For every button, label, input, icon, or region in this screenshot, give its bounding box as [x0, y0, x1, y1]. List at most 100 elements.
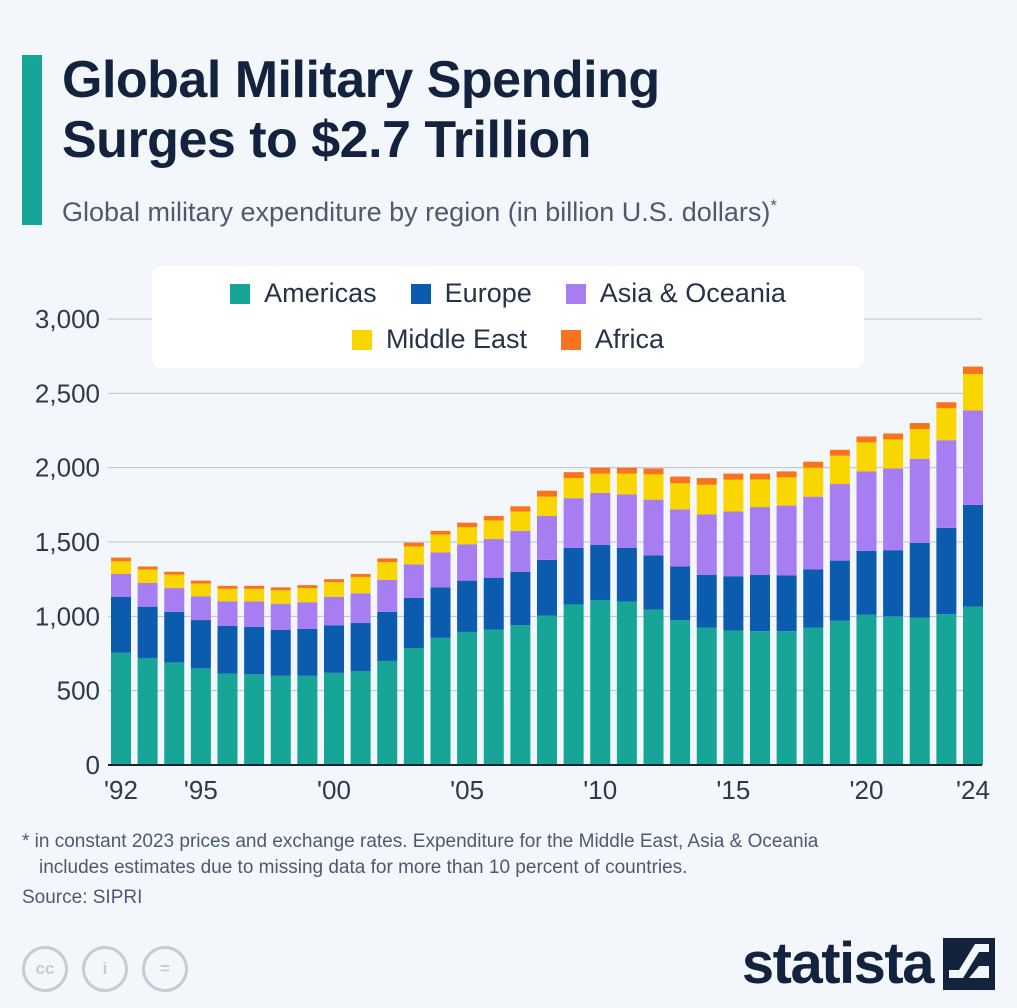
bar-segment-europe	[590, 544, 611, 600]
bar-segment-americas	[856, 614, 877, 765]
no-derivatives-icon[interactable]: =	[142, 946, 188, 992]
bar-segment-europe	[643, 555, 664, 610]
bar-segment-middle-east	[483, 520, 504, 540]
bar-segment-africa	[883, 433, 904, 440]
bar-segment-americas	[403, 648, 424, 765]
cc-icon[interactable]: cc	[22, 946, 68, 992]
bar-segment-africa	[483, 515, 504, 521]
y-tick-label: 2,000	[35, 453, 100, 483]
bar-segment-africa	[803, 461, 824, 468]
bar-segment-middle-east	[217, 588, 238, 602]
bar-segment-africa	[563, 472, 584, 479]
bar-segment-africa	[164, 571, 185, 575]
bar-segment-middle-east	[803, 467, 824, 497]
bar-segment-middle-east	[270, 590, 291, 604]
bar-segment-americas	[723, 630, 744, 765]
bar-segment-africa	[963, 366, 983, 375]
bar-segment-asia-oceania	[217, 601, 238, 626]
footnote-line-1: * in constant 2023 prices and exchange r…	[22, 831, 819, 852]
bar-segment-africa	[856, 436, 877, 443]
bar-segment-middle-east	[643, 474, 664, 500]
bar-segment-europe	[457, 580, 478, 632]
attribution-icon[interactable]: i	[82, 946, 128, 992]
x-tick-label: '20	[850, 775, 884, 805]
bar-segment-asia-oceania	[350, 593, 371, 624]
bar-segment-middle-east	[164, 574, 185, 589]
x-tick-label: '15	[716, 775, 750, 805]
x-tick-label: '95	[184, 775, 218, 805]
bar-segment-africa	[217, 585, 238, 589]
bar-segment-americas	[803, 627, 824, 765]
bar-segment-asia-oceania	[164, 588, 185, 612]
bar-segment-africa	[457, 522, 478, 528]
subtitle-text: Global military expenditure by region (i…	[62, 197, 771, 227]
bar-segment-middle-east	[324, 582, 344, 598]
statista-logo[interactable]: statista	[742, 934, 995, 994]
bar-segment-middle-east	[563, 478, 584, 499]
bar-segment-europe	[111, 597, 131, 653]
bar-segment-middle-east	[723, 479, 744, 512]
x-tick-label: '24	[956, 775, 990, 805]
bar-segment-middle-east	[963, 374, 983, 411]
y-tick-label: 1,500	[35, 527, 100, 557]
stacked-bar-chart: 0 500 1,000 1,500 2,000 2,500 3,000 '92 '95 '00 '0…	[35, 304, 990, 805]
bar-segment-middle-east	[829, 455, 850, 485]
bar-segment-americas	[377, 660, 398, 765]
legend-item-middle-east: Middle East	[351, 324, 527, 355]
bar-segment-africa	[696, 478, 717, 485]
bar-segment-middle-east	[457, 527, 478, 545]
bar-segment-asia-oceania	[457, 544, 478, 581]
bar-segment-asia-oceania	[510, 530, 531, 572]
bar-segment-middle-east	[377, 562, 398, 580]
bar-segment-asia-oceania	[324, 597, 344, 626]
bar-segment-africa	[670, 476, 691, 484]
bar-segment-asia-oceania	[537, 515, 557, 560]
bar-segment-asia-oceania	[190, 596, 211, 621]
legend-swatch-asia-oceania	[565, 283, 586, 304]
bar-segment-africa	[297, 585, 318, 589]
bar-segment-africa	[590, 467, 611, 474]
bar-segment-americas	[883, 616, 904, 765]
bar-segment-americas	[670, 620, 691, 765]
bar-segment-americas	[164, 662, 185, 765]
bar-segment-asia-oceania	[403, 564, 424, 598]
x-tick-label: '05	[450, 775, 484, 805]
bar-segment-europe	[324, 625, 344, 673]
bar-segment-middle-east	[403, 546, 424, 565]
bar-segment-middle-east	[590, 473, 611, 493]
bar-segment-asia-oceania	[883, 468, 904, 551]
bar-segment-americas	[750, 631, 770, 765]
bar-segment-asia-oceania	[563, 498, 584, 548]
bar-segment-africa	[403, 542, 424, 547]
legend-row-2: Middle East Africa	[152, 324, 864, 355]
bar-segment-europe	[377, 611, 398, 661]
source-text: Source: SIPRI	[22, 887, 143, 908]
bar-segment-europe	[909, 542, 930, 618]
bar-segment-europe	[829, 560, 850, 621]
bar-segment-asia-oceania	[670, 509, 691, 567]
title-line-2: Surges to $2.7 Trillion	[62, 111, 591, 169]
legend-row-1: Americas Europe Asia & Oceania	[152, 278, 864, 309]
bar-segment-middle-east	[616, 473, 637, 495]
statista-wordmark: statista	[741, 931, 935, 996]
bar-segment-europe	[563, 547, 584, 605]
bar-segment-asia-oceania	[723, 511, 744, 577]
bar-segment-americas	[537, 615, 557, 765]
bar-segment-americas	[616, 601, 637, 765]
x-tick-label: '10	[583, 775, 617, 805]
bar-segment-europe	[244, 626, 265, 675]
title-accent-bar	[22, 55, 42, 225]
bar-segment-africa	[510, 506, 531, 512]
legend-label-africa: Africa	[595, 324, 665, 354]
bar-segment-middle-east	[670, 483, 691, 510]
bar-segment-middle-east	[350, 576, 371, 594]
bar-segment-middle-east	[111, 561, 131, 574]
bar-segment-middle-east	[537, 496, 557, 516]
bar-segment-africa	[829, 449, 850, 456]
bar-segment-africa	[643, 468, 664, 475]
legend-item-americas: Americas	[230, 278, 377, 309]
legend-label-asia-oceania: Asia & Oceania	[599, 278, 786, 308]
bar-segment-americas	[137, 657, 158, 765]
bar-segment-asia-oceania	[111, 573, 131, 598]
bar-segment-europe	[696, 574, 717, 628]
